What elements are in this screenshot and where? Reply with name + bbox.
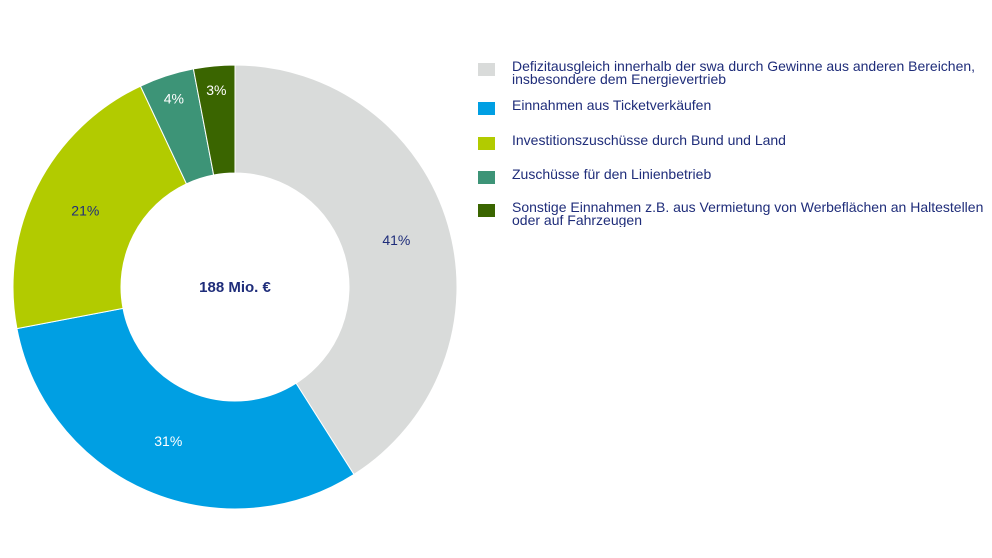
legend-label-2: Einnahmen aus Ticketverkäufen	[512, 97, 712, 113]
chart-legend: Defizitausgleich innerhalb der swa durch…	[478, 60, 992, 227]
slice-label-5: 3%	[206, 82, 226, 98]
center-total-label: 188 Mio. €	[199, 279, 271, 296]
legend-item-5: Sonstige Einnahmen z.B. aus Vermietung v…	[478, 199, 992, 227]
legend-label-3: Investitionszuschüsse durch Bund und Lan…	[512, 132, 786, 148]
slice-labels: 41% 31% 21% 4% 3%	[71, 82, 410, 449]
donut-chart: 41% 31% 21% 4% 3% 188 Mio. €	[12, 64, 458, 510]
donut-slice-3	[12, 85, 188, 330]
slice-label-4: 4%	[164, 91, 184, 107]
legend-label-1: Defizitausgleich innerhalb der swa durch…	[512, 60, 976, 87]
donut-slice-2	[16, 307, 355, 510]
legend-swatch-4	[478, 171, 495, 184]
legend-swatch-2	[478, 102, 495, 115]
legend-item-3: Investitionszuschüsse durch Bund und Lan…	[478, 132, 992, 150]
legend-label-4: Zuschüsse für den Linienbetrieb	[512, 166, 712, 182]
donut-slice-5	[192, 64, 236, 176]
slice-label-2: 31%	[154, 433, 182, 449]
legend-swatch-3	[478, 137, 495, 150]
legend-item-4: Zuschüsse für den Linienbetrieb	[478, 166, 992, 184]
slice-label-1: 41%	[382, 232, 410, 248]
donut-slices	[12, 64, 458, 510]
legend-swatch-5	[478, 204, 495, 217]
legend-item-2: Einnahmen aus Ticketverkäufen	[478, 97, 992, 115]
legend-item-1: Defizitausgleich innerhalb der swa durch…	[478, 60, 992, 86]
slice-label-3: 21%	[71, 203, 99, 219]
donut-slice-1	[234, 64, 458, 476]
legend-swatch-1	[478, 63, 495, 76]
legend-label-5: Sonstige Einnahmen z.B. aus Vermietung v…	[512, 199, 984, 227]
